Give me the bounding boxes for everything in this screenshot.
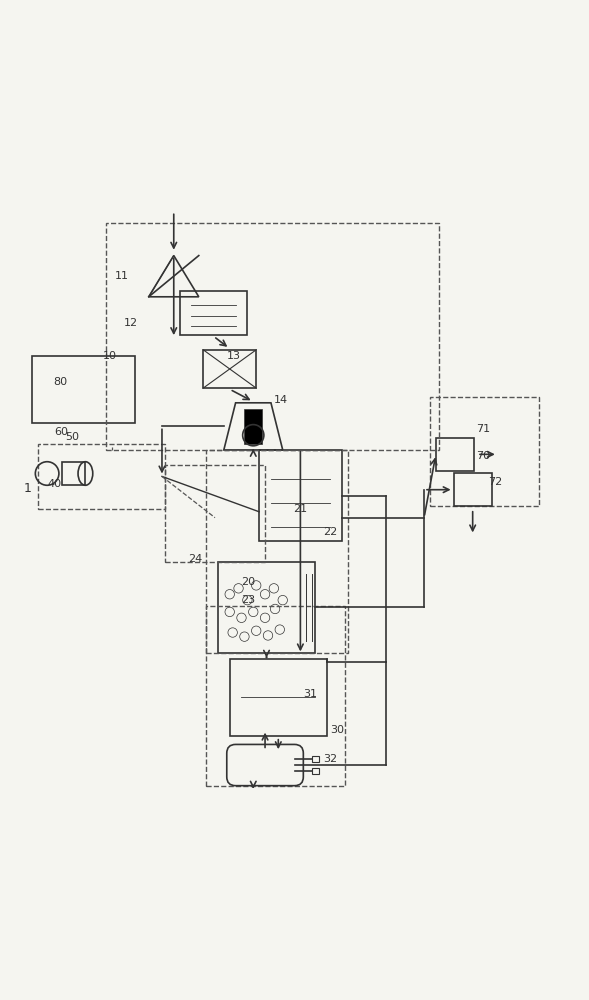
Text: 72: 72 xyxy=(488,477,502,487)
Bar xyxy=(430,397,539,506)
Text: 10: 10 xyxy=(103,351,117,361)
Text: 70: 70 xyxy=(476,451,490,461)
Bar xyxy=(38,444,165,509)
Text: 1: 1 xyxy=(24,482,31,495)
Text: 80: 80 xyxy=(53,377,67,387)
Text: 12: 12 xyxy=(124,318,138,328)
Text: 11: 11 xyxy=(115,271,129,281)
Text: 60: 60 xyxy=(54,427,68,437)
Bar xyxy=(244,409,262,444)
Text: 31: 31 xyxy=(303,689,317,699)
Text: 50: 50 xyxy=(65,432,79,442)
Bar xyxy=(312,756,319,762)
Text: 23: 23 xyxy=(241,595,256,605)
Text: 14: 14 xyxy=(274,395,288,405)
Text: 71: 71 xyxy=(476,424,490,434)
Bar xyxy=(206,606,345,786)
Text: 40: 40 xyxy=(47,479,61,489)
Text: 22: 22 xyxy=(323,527,337,537)
Text: 32: 32 xyxy=(323,754,337,764)
Text: 24: 24 xyxy=(188,554,203,564)
Text: 20: 20 xyxy=(241,577,256,587)
Text: 30: 30 xyxy=(330,725,344,735)
Bar xyxy=(106,223,439,450)
Bar xyxy=(206,450,348,653)
Text: 13: 13 xyxy=(227,351,241,361)
Bar xyxy=(312,768,319,774)
Bar xyxy=(165,465,265,562)
Text: 21: 21 xyxy=(293,504,307,514)
